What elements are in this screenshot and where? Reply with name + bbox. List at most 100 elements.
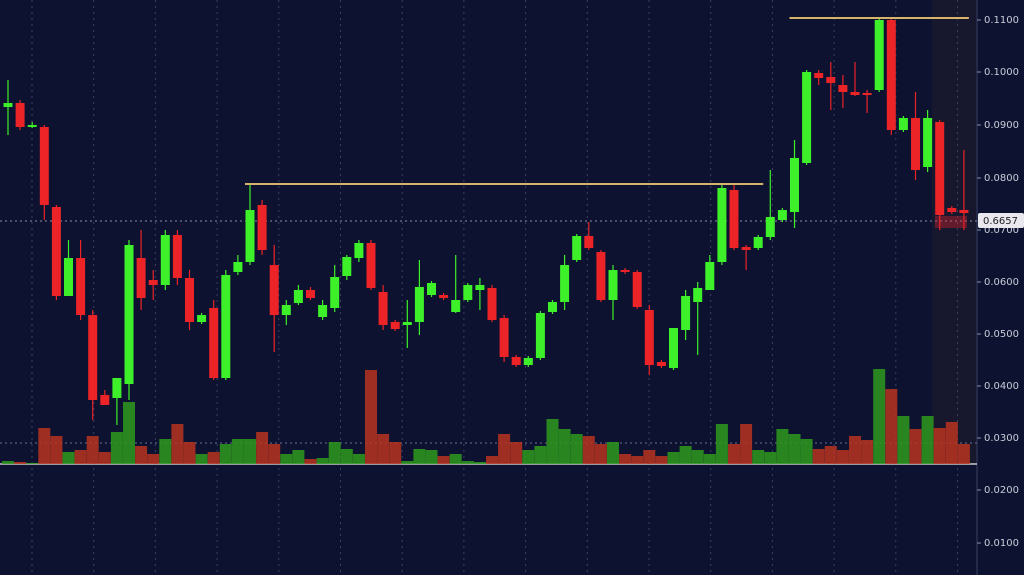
candle-body bbox=[729, 190, 739, 248]
volume-bar bbox=[98, 452, 111, 464]
candle-body bbox=[76, 258, 86, 315]
candle-body bbox=[548, 302, 557, 312]
volume-bar bbox=[933, 428, 946, 464]
volume-bar bbox=[691, 450, 704, 464]
candle-body bbox=[378, 292, 388, 325]
volume-bar bbox=[824, 446, 837, 464]
candle-body bbox=[306, 290, 315, 298]
volume-bar bbox=[14, 462, 27, 464]
shaded-region bbox=[932, 0, 976, 464]
volume-bar bbox=[486, 456, 498, 464]
candle-body bbox=[911, 118, 920, 170]
volume-bar bbox=[86, 436, 99, 464]
volume-bar bbox=[123, 402, 135, 464]
volume-bar bbox=[365, 370, 377, 464]
candle-body bbox=[608, 270, 618, 300]
volume-bar bbox=[570, 434, 583, 464]
candle-body bbox=[221, 275, 231, 378]
y-tick-label: 0.0500 bbox=[984, 329, 1019, 340]
candle-body bbox=[777, 210, 787, 220]
candle-body bbox=[427, 283, 436, 295]
volume-bar bbox=[861, 440, 874, 464]
volume-bar bbox=[776, 429, 789, 464]
candle-body bbox=[342, 257, 352, 276]
volume-bar bbox=[231, 439, 244, 464]
candle-body bbox=[451, 300, 461, 312]
candle-body bbox=[669, 328, 678, 368]
candle-body bbox=[644, 310, 654, 365]
volume-bar bbox=[171, 424, 184, 464]
y-tick-label: 0.1100 bbox=[984, 15, 1019, 26]
volume-bar bbox=[377, 434, 390, 464]
volume-bar bbox=[752, 450, 765, 464]
volume-bar bbox=[764, 452, 777, 464]
candle-body bbox=[741, 247, 751, 250]
volume-bar bbox=[219, 444, 232, 464]
current-price-zone bbox=[935, 216, 967, 228]
candle-body bbox=[172, 235, 182, 278]
volume-bar bbox=[909, 429, 922, 464]
volume-bar bbox=[643, 450, 656, 464]
candle-body bbox=[366, 243, 376, 288]
volume-bar bbox=[631, 456, 644, 464]
candle-body bbox=[281, 305, 291, 315]
volume-bar bbox=[510, 442, 523, 464]
volume-bar bbox=[594, 444, 607, 464]
y-tick-label: 0.1000 bbox=[984, 67, 1019, 78]
volume-bar bbox=[195, 454, 208, 464]
candle-body bbox=[572, 236, 582, 260]
volume-bar bbox=[582, 436, 595, 464]
candle-body bbox=[874, 20, 884, 90]
volume-bar bbox=[449, 454, 462, 464]
candle-body bbox=[354, 243, 364, 258]
candle-body bbox=[838, 85, 848, 92]
y-tick-label: 0.0900 bbox=[984, 120, 1019, 131]
volume-bar bbox=[679, 446, 692, 464]
volume-bar bbox=[522, 450, 535, 464]
candle-body bbox=[790, 158, 799, 212]
volume-bar bbox=[280, 454, 293, 464]
candle-body bbox=[947, 208, 957, 212]
candle-body bbox=[197, 315, 207, 322]
y-tick-label: 0.0800 bbox=[984, 173, 1019, 184]
candle-body bbox=[148, 280, 158, 285]
candle-body bbox=[620, 270, 630, 272]
candle-body bbox=[160, 235, 170, 285]
volume-bar bbox=[897, 416, 910, 464]
y-tick-label: 0.0200 bbox=[984, 485, 1019, 496]
candle-body bbox=[233, 262, 243, 272]
current-price-box bbox=[978, 213, 1024, 228]
candle-body bbox=[39, 127, 49, 205]
candle-body bbox=[293, 290, 303, 303]
volume-bar bbox=[352, 454, 365, 464]
volume-bar bbox=[655, 456, 668, 464]
candle-body bbox=[959, 210, 969, 213]
candle-body bbox=[209, 308, 219, 378]
volume-bar bbox=[389, 442, 402, 464]
candle-body bbox=[656, 362, 666, 366]
volume-bar bbox=[473, 462, 486, 464]
volume-bar bbox=[437, 456, 450, 464]
volume-bar bbox=[715, 424, 728, 464]
candle-body bbox=[499, 318, 509, 357]
volume-bar bbox=[849, 436, 861, 464]
volume-bar bbox=[461, 461, 474, 464]
volume-bar bbox=[50, 436, 63, 464]
candle-body bbox=[814, 73, 824, 78]
candle-body bbox=[681, 296, 691, 330]
candle-body bbox=[923, 118, 933, 167]
volume-bar bbox=[873, 369, 886, 464]
volume-bar bbox=[110, 432, 123, 464]
volume-bar bbox=[256, 432, 269, 464]
candle-body bbox=[64, 258, 73, 296]
volume-bar bbox=[425, 450, 438, 464]
volume-bar bbox=[788, 434, 801, 464]
volume-bar bbox=[921, 416, 934, 464]
volume-bar bbox=[340, 449, 353, 464]
candle-body bbox=[318, 305, 328, 317]
volume-bar bbox=[74, 450, 87, 464]
volume-bar bbox=[62, 452, 75, 464]
volume-bar bbox=[498, 434, 511, 464]
y-tick-label: 0.0600 bbox=[984, 277, 1019, 288]
